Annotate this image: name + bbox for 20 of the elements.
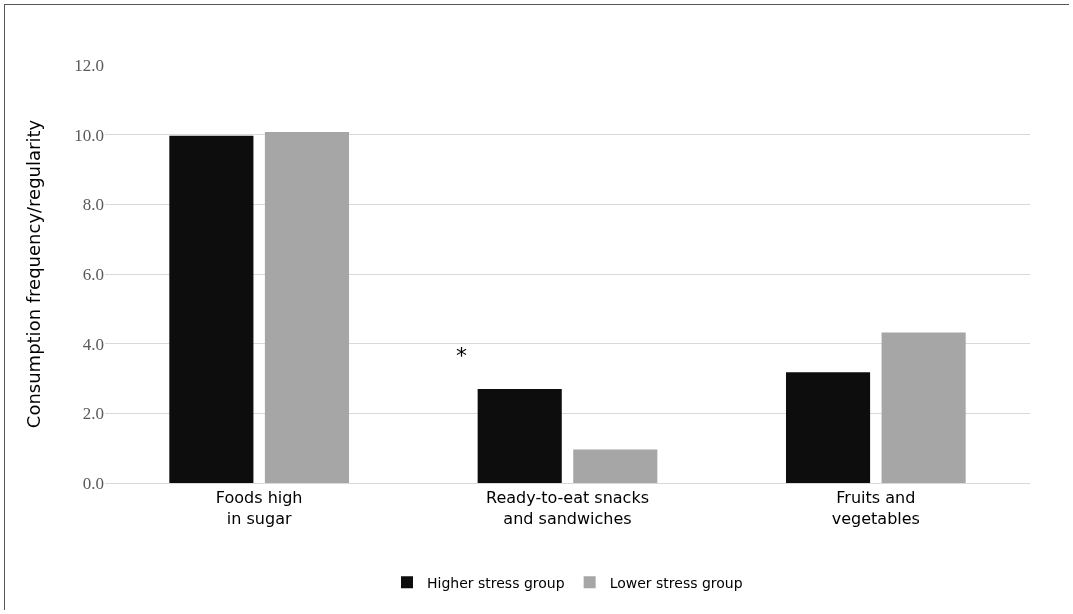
bar [785, 372, 871, 483]
y-tick-label: 6.0 [82, 264, 104, 284]
legend-label: Higher stress group [427, 574, 565, 591]
bar [169, 135, 254, 483]
bar [477, 388, 562, 483]
y-tick-label: 10.0 [74, 125, 104, 145]
y-axis-title: Consumption frequency/regularity [23, 119, 45, 429]
y-tick-label: 4.0 [82, 334, 104, 354]
x-tick-label: Ready-to-eat snacks and sandwiches [486, 488, 649, 528]
y-tick-label: 0.0 [82, 473, 104, 493]
bar [881, 332, 966, 483]
bar [264, 131, 350, 483]
bar [573, 449, 658, 483]
legend-label: Lower stress group [609, 574, 743, 591]
y-tick-label: 8.0 [82, 195, 104, 215]
x-tick-label: Foods high in sugar [215, 488, 303, 528]
y-tick-label: 2.0 [82, 404, 104, 424]
y-tick-label: 12.0 [74, 55, 104, 75]
annotation: * [456, 343, 467, 368]
x-tick-label: Fruits and vegetables [831, 488, 920, 528]
